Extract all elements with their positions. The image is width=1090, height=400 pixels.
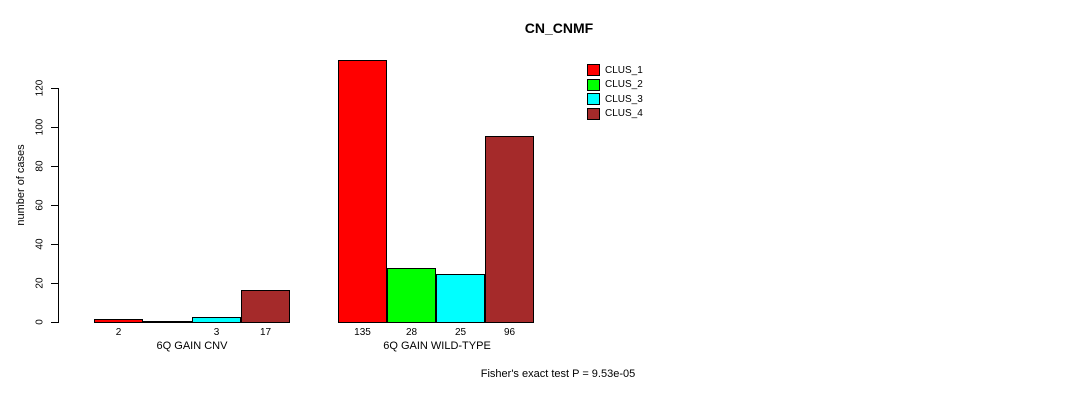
bar-clus_3 bbox=[436, 274, 485, 323]
y-tick-mark bbox=[51, 283, 58, 284]
legend-swatch-icon bbox=[587, 78, 600, 91]
chart-title: CN_CNMF bbox=[524, 20, 594, 36]
x-group-label-wild-type: 6Q GAIN WILD-TYPE bbox=[383, 340, 491, 352]
legend-swatch-icon bbox=[587, 107, 600, 120]
y-tick-label: 80 bbox=[34, 160, 46, 172]
bar-value-label: 96 bbox=[503, 327, 516, 338]
y-tick-mark bbox=[51, 127, 58, 128]
bar-clus_4 bbox=[241, 290, 290, 323]
y-tick-label: 100 bbox=[34, 118, 46, 136]
bar-clus_4 bbox=[485, 136, 534, 323]
bar-value-label: 25 bbox=[454, 327, 467, 338]
y-tick-mark bbox=[51, 88, 58, 89]
fisher-test-annotation: Fisher's exact test P = 9.53e-05 bbox=[480, 368, 636, 380]
legend-row: CLUS_4 bbox=[587, 107, 643, 122]
legend-swatch-icon bbox=[587, 64, 600, 77]
bar-clus_1 bbox=[338, 60, 387, 323]
y-tick-label: 120 bbox=[34, 79, 46, 97]
bar-clus_2 bbox=[143, 321, 192, 323]
y-tick-label: 40 bbox=[34, 238, 46, 250]
y-tick-label: 60 bbox=[34, 199, 46, 211]
x-group-label-cnv: 6Q GAIN CNV bbox=[156, 340, 228, 352]
y-axis-label: number of cases bbox=[15, 144, 27, 226]
y-axis-line bbox=[58, 88, 59, 323]
bar-value-label: 28 bbox=[405, 327, 418, 338]
bar-value-label: 3 bbox=[213, 327, 220, 338]
bar-value-label: 17 bbox=[259, 327, 272, 338]
bar-clus_1 bbox=[94, 319, 143, 323]
y-tick-mark bbox=[51, 244, 58, 245]
legend-row: CLUS_3 bbox=[587, 92, 643, 107]
y-tick-label: 20 bbox=[34, 277, 46, 289]
bar-clus_2 bbox=[387, 268, 436, 323]
y-tick-mark bbox=[51, 205, 58, 206]
y-tick-mark bbox=[51, 322, 58, 323]
legend-label: CLUS_1 bbox=[605, 64, 643, 76]
y-tick-label: 0 bbox=[34, 319, 46, 325]
bar-value-label: 135 bbox=[354, 327, 371, 338]
legend-label: CLUS_4 bbox=[605, 108, 643, 120]
legend-swatch-icon bbox=[587, 93, 600, 106]
y-tick-mark bbox=[51, 166, 58, 167]
legend-label: CLUS_2 bbox=[605, 79, 643, 91]
legend-row: CLUS_1 bbox=[587, 63, 643, 78]
legend: CLUS_1 CLUS_2 CLUS_3 CLUS_4 bbox=[587, 63, 643, 121]
bar-value-label: 2 bbox=[115, 327, 122, 338]
bar-clus_3 bbox=[192, 317, 241, 323]
legend-label: CLUS_3 bbox=[605, 93, 643, 105]
legend-row: CLUS_2 bbox=[587, 78, 643, 93]
